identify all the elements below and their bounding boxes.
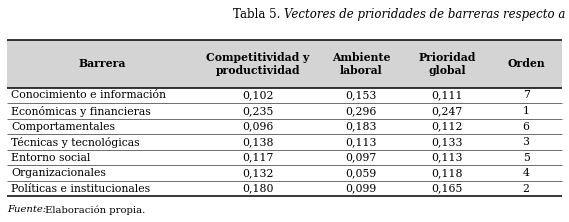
Text: 0,117: 0,117 [242, 153, 274, 163]
Text: Entorno social: Entorno social [11, 153, 90, 163]
Text: Conocimiento e información: Conocimiento e información [11, 90, 166, 101]
Text: 0,111: 0,111 [431, 90, 463, 101]
Text: 0,059: 0,059 [345, 168, 377, 178]
Text: Orden: Orden [507, 58, 545, 69]
Text: Ambiente
laboral: Ambiente laboral [332, 52, 390, 76]
Text: Comportamentales: Comportamentales [11, 121, 116, 132]
Text: 2: 2 [522, 184, 530, 194]
Text: Elaboración propia.: Elaboración propia. [42, 205, 145, 215]
Text: 0,235: 0,235 [242, 106, 274, 116]
Text: 3: 3 [522, 137, 530, 147]
Text: Técnicas y tecnológicas: Técnicas y tecnológicas [11, 137, 140, 148]
Text: 0,296: 0,296 [345, 106, 377, 116]
Text: Vectores de prioridades de barreras respecto a los criterios de comparación: Vectores de prioridades de barreras resp… [284, 8, 569, 21]
Text: 0,099: 0,099 [345, 184, 377, 194]
Text: 0,165: 0,165 [431, 184, 463, 194]
Text: 0,180: 0,180 [242, 184, 274, 194]
Text: 6: 6 [522, 121, 530, 132]
Text: Competitividad y
productividad: Competitividad y productividad [207, 52, 310, 76]
Text: Organizacionales: Organizacionales [11, 168, 106, 178]
Text: 0,113: 0,113 [431, 153, 463, 163]
Text: 1: 1 [522, 106, 530, 116]
Text: 5: 5 [523, 153, 530, 163]
Text: 0,118: 0,118 [431, 168, 463, 178]
Text: Barrera: Barrera [79, 58, 126, 69]
Text: 0,097: 0,097 [345, 153, 377, 163]
Text: 0,138: 0,138 [242, 137, 274, 147]
Text: 0,112: 0,112 [431, 121, 463, 132]
Text: 0,096: 0,096 [242, 121, 274, 132]
Text: 0,247: 0,247 [431, 106, 463, 116]
Text: Prioridad
global: Prioridad global [418, 52, 476, 76]
Text: Económicas y financieras: Económicas y financieras [11, 105, 151, 117]
Text: Tabla 5.: Tabla 5. [233, 8, 284, 21]
Text: 4: 4 [523, 168, 530, 178]
Text: 0,133: 0,133 [431, 137, 463, 147]
Text: 0,102: 0,102 [242, 90, 274, 101]
Text: Políticas e institucionales: Políticas e institucionales [11, 184, 151, 194]
Text: Fuente:: Fuente: [7, 205, 46, 214]
Bar [7, 40, 562, 88]
Text: 7: 7 [523, 90, 530, 101]
Text: 0,132: 0,132 [242, 168, 274, 178]
Text: 0,153: 0,153 [345, 90, 377, 101]
Text: 0,113: 0,113 [345, 137, 377, 147]
Text: 0,183: 0,183 [345, 121, 377, 132]
